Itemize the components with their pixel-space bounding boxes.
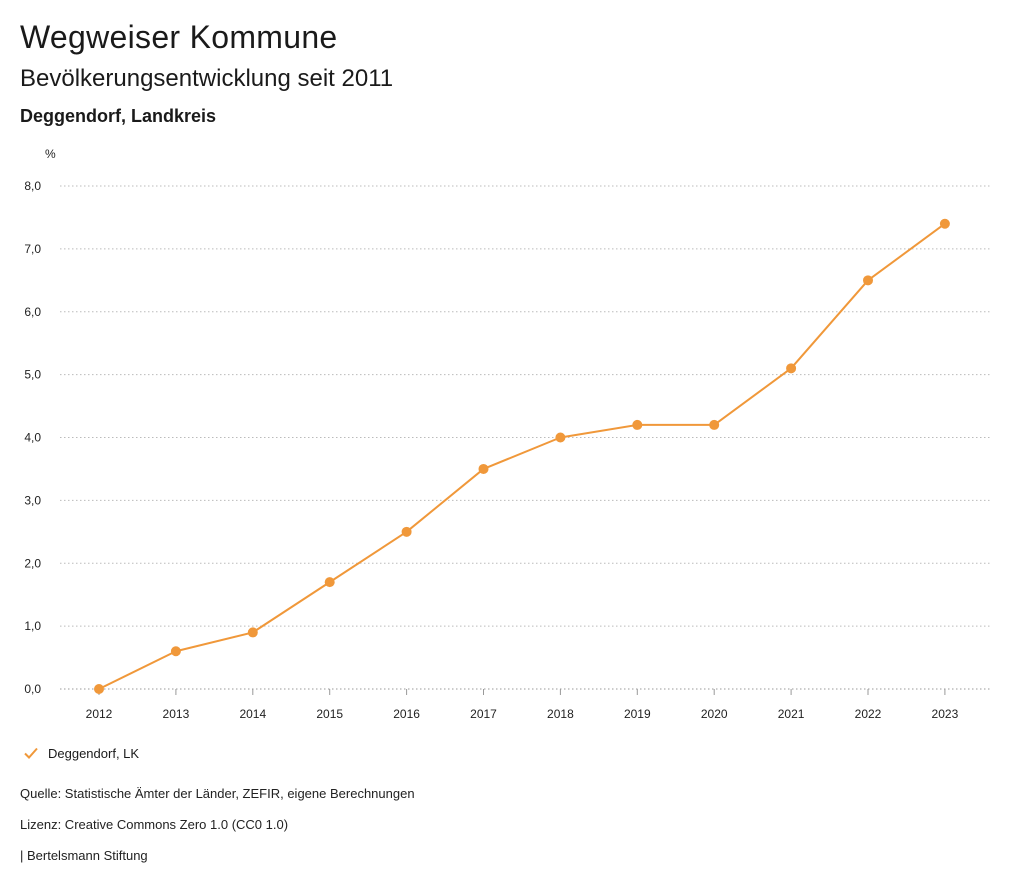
legend-item[interactable]: Deggendorf, LK <box>22 744 139 762</box>
license-text: Lizenz: Creative Commons Zero 1.0 (CC0 1… <box>20 817 289 832</box>
series-line <box>98 222 946 690</box>
x-tick-label: 2017 <box>470 707 497 721</box>
data-point <box>324 577 335 588</box>
y-tick-label: 5,0 <box>24 368 41 382</box>
y-axis-unit-label: % <box>45 147 56 161</box>
y-tick-label: 1,0 <box>24 619 41 633</box>
y-tick-label: 6,0 <box>24 305 41 319</box>
x-tick-label: 2014 <box>239 707 266 721</box>
chart-title: Wegweiser Kommune <box>20 19 338 55</box>
line-chart: % 0,0 1,0 2,0 3,0 4,0 5,0 6,0 7,0 8,0 2012 2013 201… <box>24 147 990 721</box>
x-tick-label: 2018 <box>547 707 574 721</box>
x-tick-label: 2016 <box>393 707 420 721</box>
publisher-text: | Bertelsmann Stiftung <box>20 848 148 863</box>
data-point <box>709 419 720 430</box>
x-tick-label: 2020 <box>701 707 728 721</box>
x-tick-label: 2013 <box>163 707 190 721</box>
legend-label: Deggendorf, LK <box>48 745 140 761</box>
y-tick-label: 4,0 <box>24 431 41 445</box>
x-tick-label: 2012 <box>86 707 113 721</box>
data-point <box>170 646 181 657</box>
y-tick-label: 8,0 <box>24 179 41 193</box>
region-label: Deggendorf, Landkreis <box>20 106 217 126</box>
data-point <box>555 432 566 443</box>
data-point <box>478 463 489 474</box>
data-point <box>786 363 797 374</box>
data-point <box>863 275 873 286</box>
data-point <box>632 419 643 430</box>
data-point <box>401 526 412 537</box>
source-text: Quelle: Statistische Ämter der Länder, Z… <box>20 786 415 801</box>
y-tick-label: 2,0 <box>24 556 41 570</box>
x-tick-label: 2021 <box>778 707 805 721</box>
x-tick-label: 2023 <box>932 707 959 721</box>
data-point <box>94 684 104 694</box>
x-tick-label: 2022 <box>855 707 882 721</box>
checkmark-icon <box>24 747 38 759</box>
data-point <box>247 627 258 638</box>
x-tick-label: 2015 <box>316 707 343 721</box>
y-tick-label: 7,0 <box>24 242 41 256</box>
data-point <box>939 218 950 229</box>
y-tick-label: 0,0 <box>24 682 41 696</box>
x-tick-label: 2019 <box>624 707 651 721</box>
y-tick-label: 3,0 <box>24 493 41 507</box>
chart-subtitle: Bevölkerungsentwicklung seit 2011 <box>20 65 394 92</box>
